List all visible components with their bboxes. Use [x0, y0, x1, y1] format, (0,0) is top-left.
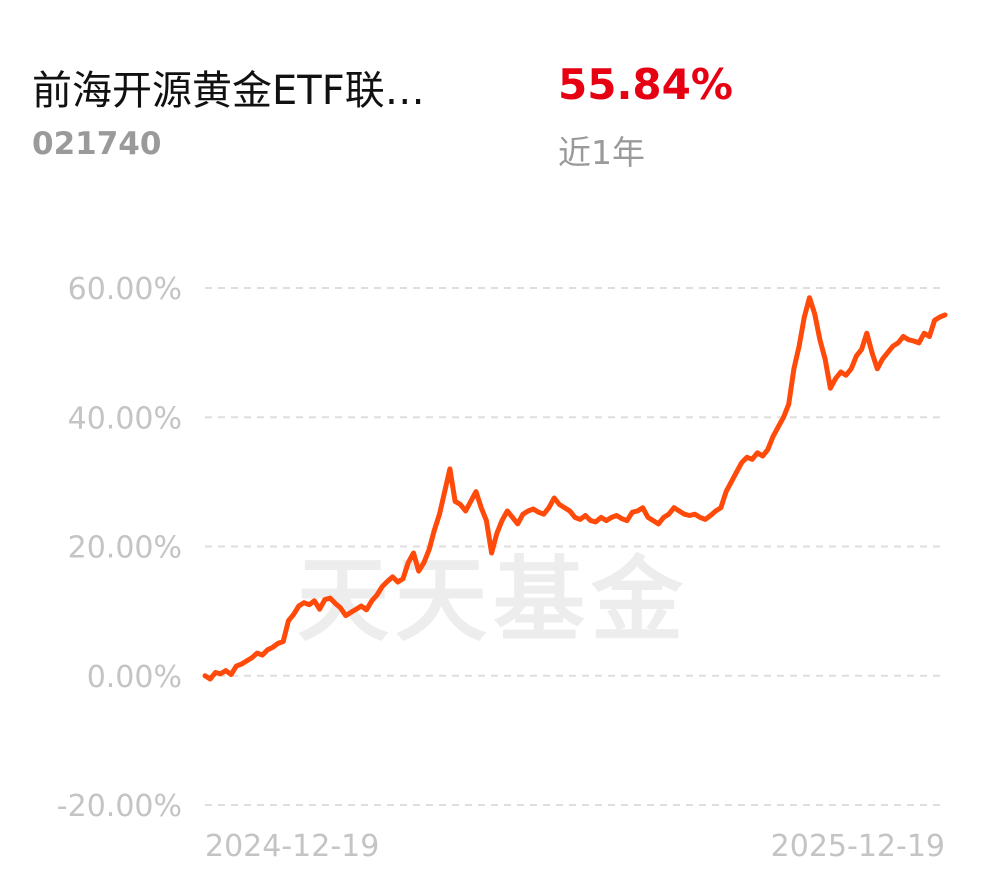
watermark: 天天基金 — [297, 546, 689, 654]
fund-code: 021740 — [32, 126, 162, 162]
x-tick-label: 2025-12-19 — [771, 829, 945, 864]
return-line — [202, 295, 948, 682]
y-tick-label: 0.00% — [87, 660, 182, 695]
y-tick-label: 20.00% — [68, 531, 182, 566]
y-tick-label: 40.00% — [68, 401, 182, 436]
y-tick-label: -20.00% — [57, 789, 182, 824]
return-period: 近1年 — [558, 133, 645, 172]
x-tick-label: 2024-12-19 — [205, 829, 379, 864]
y-tick-label: 60.00% — [68, 272, 182, 307]
fund-name: 前海开源黄金ETF联… — [32, 68, 425, 114]
return-value: 55.84% — [558, 60, 733, 109]
